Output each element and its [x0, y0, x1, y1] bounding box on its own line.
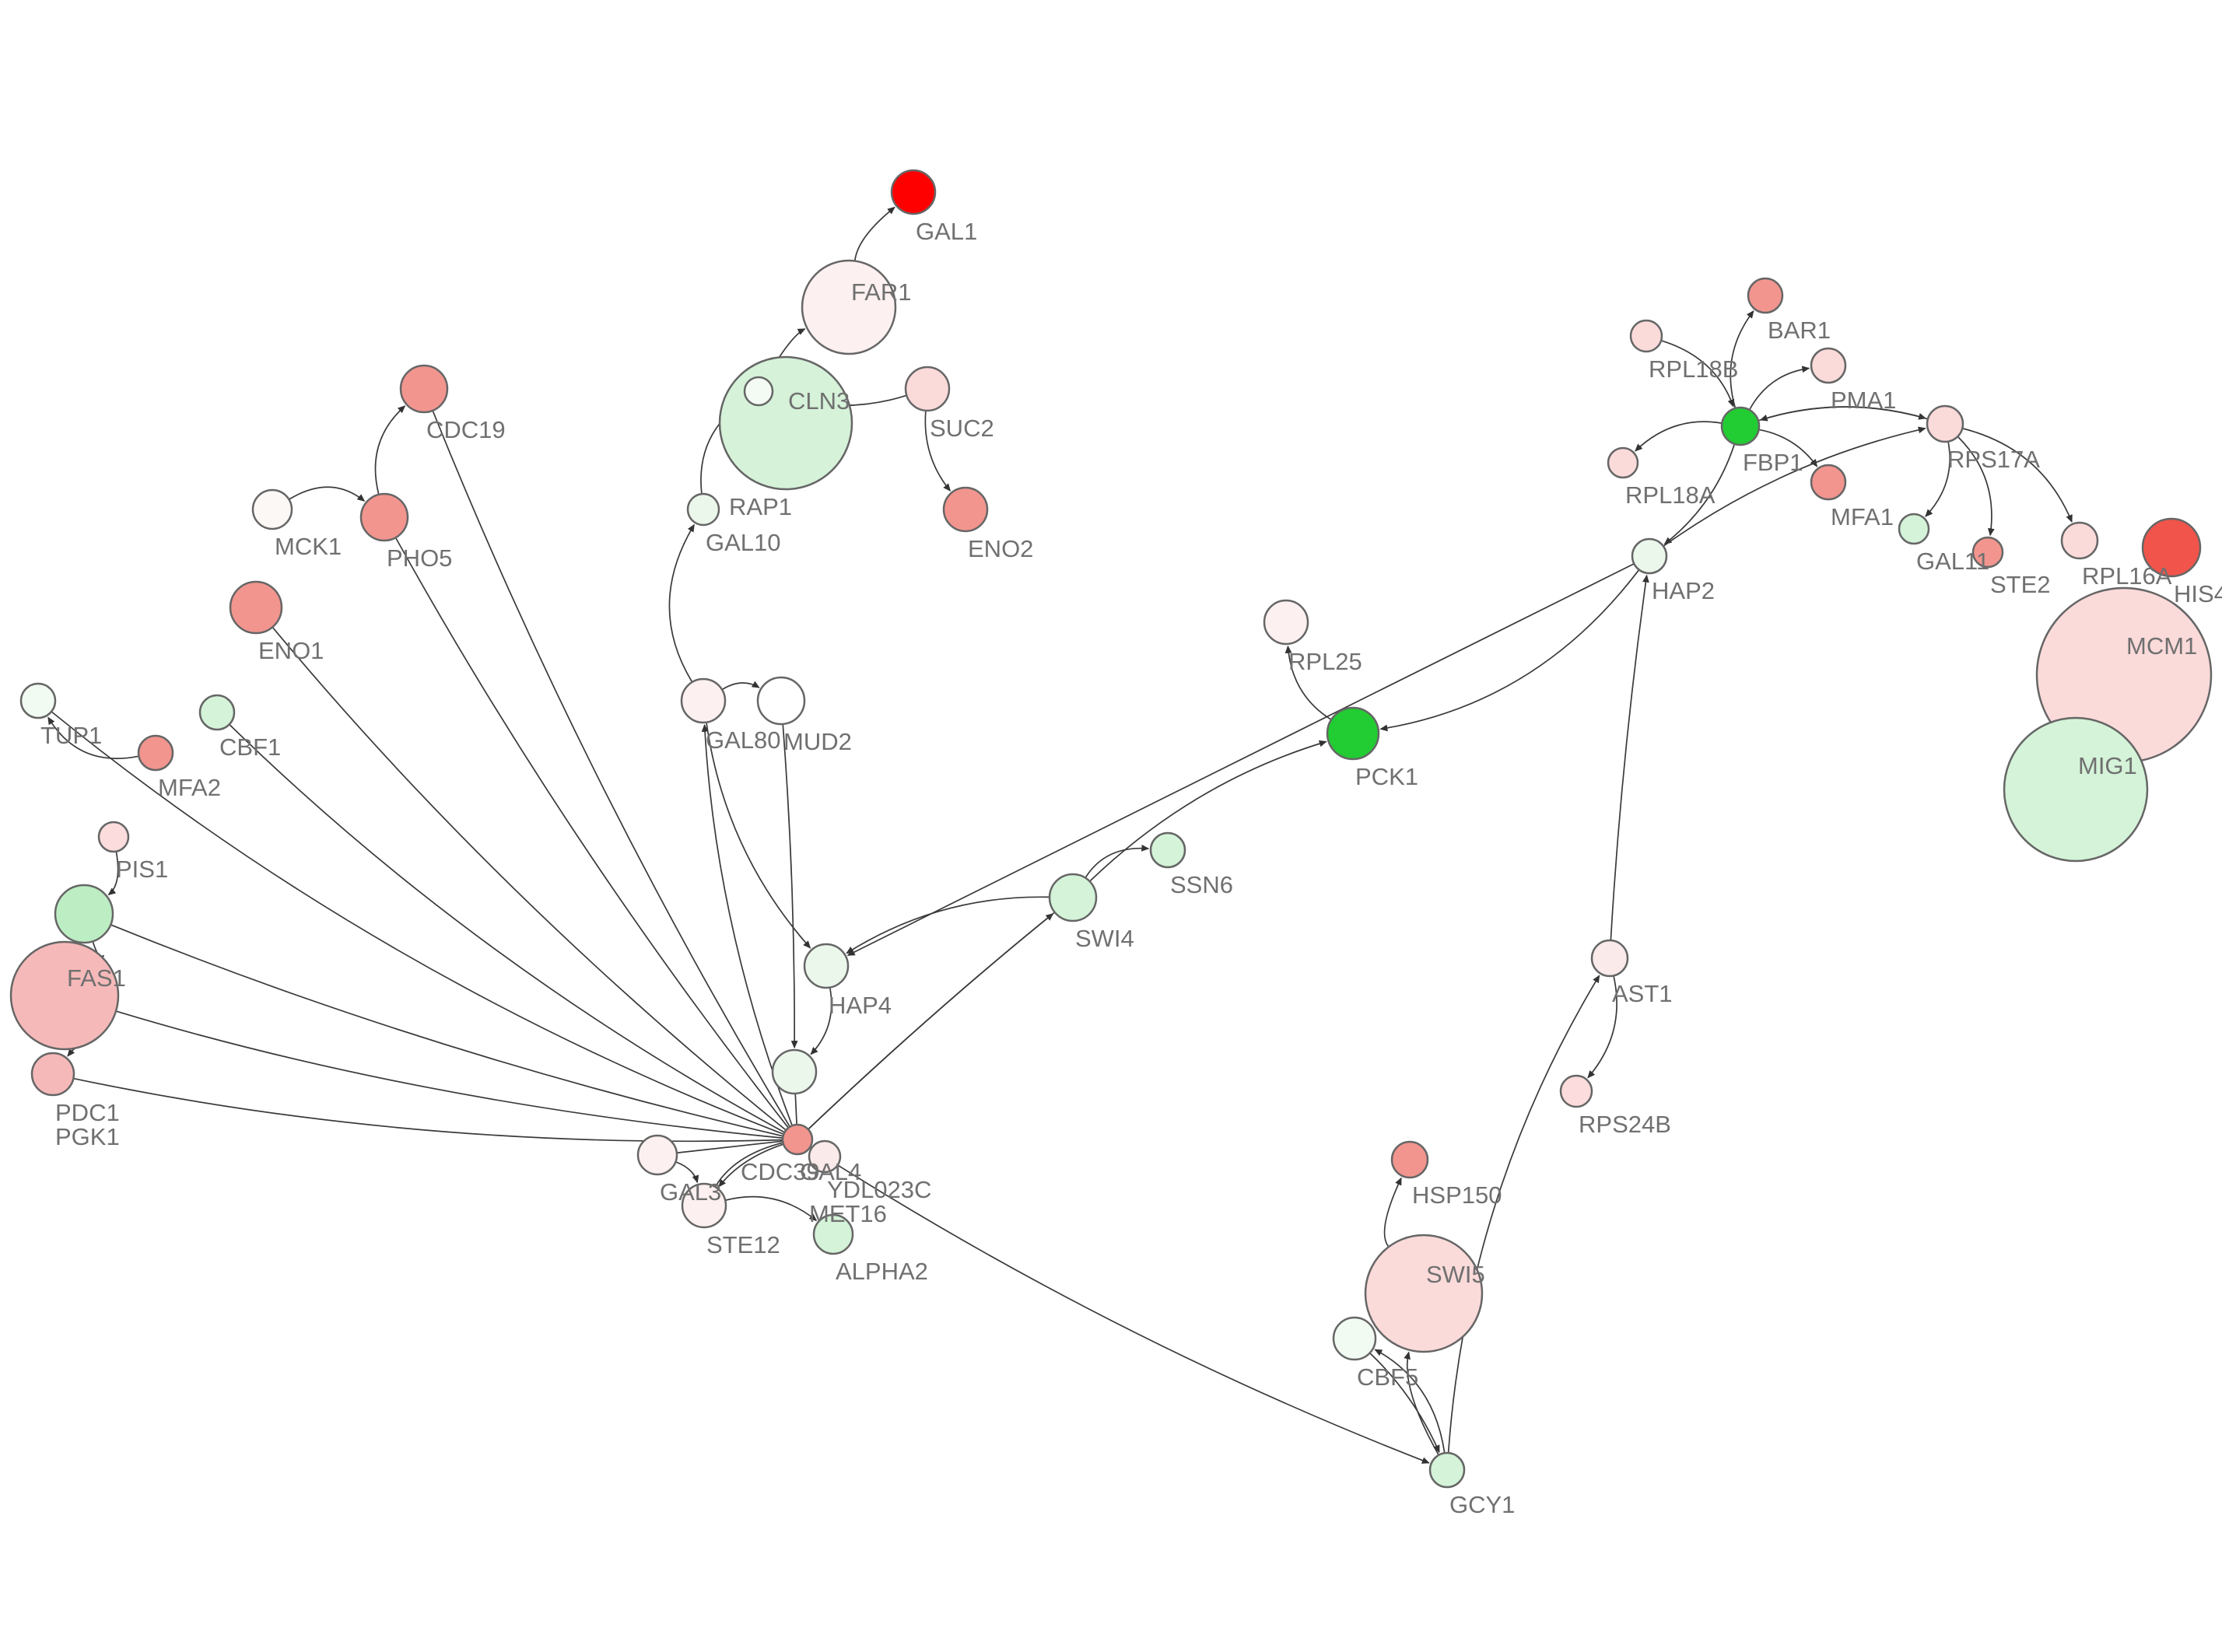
svg-text:PDC1: PDC1: [55, 1099, 120, 1126]
svg-text:GCY1: GCY1: [1449, 1491, 1515, 1518]
svg-text:PIS1: PIS1: [116, 856, 168, 883]
svg-text:MUD2: MUD2: [783, 728, 852, 755]
svg-text:CDC19: CDC19: [426, 416, 506, 443]
svg-text:SSN6: SSN6: [1170, 871, 1233, 898]
svg-text:SWI4: SWI4: [1075, 925, 1134, 952]
svg-text:RPL18A: RPL18A: [1625, 481, 1716, 509]
svg-text:YDL023C: YDL023C: [827, 1176, 931, 1203]
svg-text:HSP150: HSP150: [1412, 1181, 1502, 1209]
svg-text:GAL1: GAL1: [916, 218, 977, 245]
svg-text:HAP2: HAP2: [1652, 577, 1715, 604]
svg-text:ALPHA2: ALPHA2: [836, 1258, 928, 1285]
svg-text:PGK1: PGK1: [55, 1123, 120, 1150]
svg-text:RPS17A: RPS17A: [1947, 446, 2040, 473]
svg-text:STE2: STE2: [1990, 571, 2051, 598]
svg-text:MIG1: MIG1: [2078, 752, 2137, 779]
svg-text:GAL80: GAL80: [706, 726, 781, 754]
svg-text:CBF5: CBF5: [1357, 1363, 1418, 1391]
svg-text:RPL18B: RPL18B: [1649, 355, 1738, 383]
svg-text:MFA1: MFA1: [1831, 503, 1894, 530]
svg-text:PMA1: PMA1: [1831, 387, 1896, 414]
svg-text:STE12: STE12: [706, 1231, 780, 1258]
svg-text:MET16: MET16: [809, 1200, 887, 1227]
svg-text:RPL25: RPL25: [1288, 648, 1362, 675]
svg-text:AST1: AST1: [1612, 980, 1673, 1007]
svg-text:PCK1: PCK1: [1355, 763, 1418, 790]
svg-text:FAR1: FAR1: [851, 278, 912, 306]
svg-text:FBP1: FBP1: [1743, 449, 1803, 476]
svg-text:HAP4: HAP4: [829, 992, 892, 1019]
svg-text:HIS4: HIS4: [2174, 580, 2222, 607]
svg-text:GAL10: GAL10: [706, 529, 781, 556]
svg-text:CBF1: CBF1: [219, 733, 281, 761]
svg-text:SWI5: SWI5: [1426, 1261, 1485, 1288]
svg-text:FAS1: FAS1: [67, 964, 126, 992]
svg-text:MCM1: MCM1: [2126, 632, 2197, 660]
svg-text:ENO2: ENO2: [968, 535, 1033, 562]
svg-text:CLN3: CLN3: [788, 387, 850, 415]
svg-text:RAP1: RAP1: [729, 493, 792, 520]
svg-text:MCK1: MCK1: [275, 533, 342, 560]
svg-text:RPS24B: RPS24B: [1579, 1111, 1671, 1138]
svg-text:BAR1: BAR1: [1768, 317, 1831, 344]
svg-text:GAL11: GAL11: [1916, 548, 1989, 575]
svg-text:GAL3: GAL3: [660, 1178, 721, 1206]
svg-text:MFA2: MFA2: [158, 774, 221, 801]
svg-text:RPL16A: RPL16A: [2082, 562, 2172, 590]
svg-text:TUP1: TUP1: [40, 722, 102, 749]
svg-text:PHO5: PHO5: [387, 544, 452, 572]
svg-text:ENO1: ENO1: [258, 637, 324, 664]
svg-text:CDC39: CDC39: [741, 1158, 820, 1185]
svg-text:SUC2: SUC2: [930, 415, 994, 442]
